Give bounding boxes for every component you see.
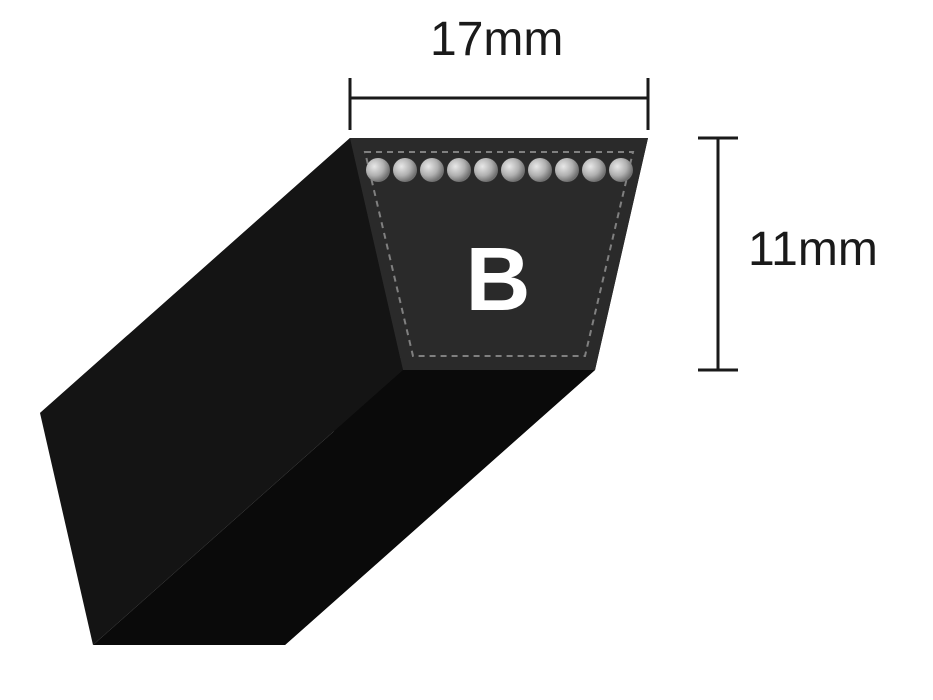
- cord-ball: [582, 158, 606, 182]
- cord-ball: [393, 158, 417, 182]
- cord-ball: [528, 158, 552, 182]
- dim-top: [350, 78, 648, 130]
- dim-right: [698, 138, 738, 370]
- cord-ball: [447, 158, 471, 182]
- cord-ball: [420, 158, 444, 182]
- cord-ball: [501, 158, 525, 182]
- cord-ball: [555, 158, 579, 182]
- belt-illustration: B: [0, 0, 933, 700]
- belt-letter: B: [466, 230, 531, 330]
- cord-ball: [609, 158, 633, 182]
- width-label: 17mm: [430, 12, 563, 67]
- cord-ball: [474, 158, 498, 182]
- diagram-container: B 17mm 11mm: [0, 0, 933, 700]
- height-label: 11mm: [748, 222, 878, 277]
- cord-ball: [366, 158, 390, 182]
